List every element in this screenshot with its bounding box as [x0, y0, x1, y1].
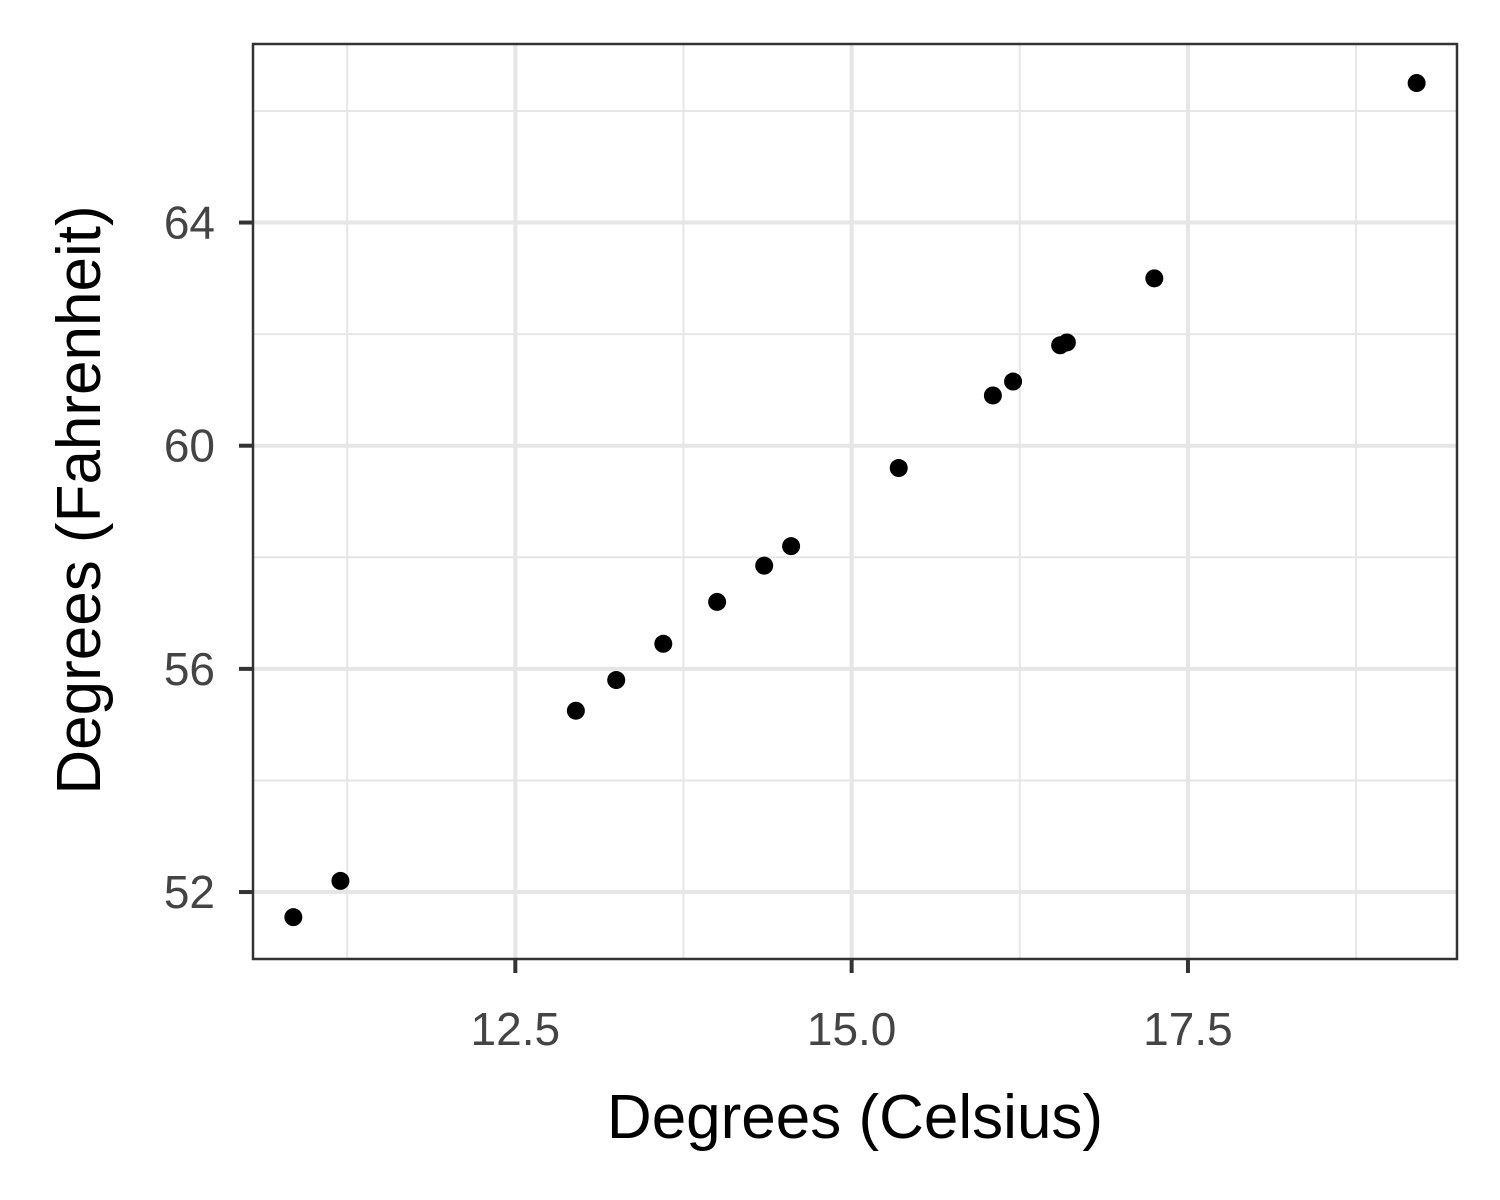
data-points: [284, 74, 1426, 927]
x-tick-label: 12.5: [471, 1003, 561, 1055]
data-point: [284, 908, 303, 927]
x-tick-label: 15.0: [807, 1003, 897, 1055]
data-point: [708, 592, 727, 611]
y-tick-label: 52: [164, 866, 215, 918]
y-tick-label: 56: [164, 643, 215, 695]
data-point: [983, 386, 1002, 405]
data-point: [331, 871, 350, 890]
data-point: [1057, 333, 1076, 352]
data-point: [889, 459, 908, 478]
x-axis-title: Degrees (Celsius): [607, 1083, 1103, 1152]
data-point: [1004, 372, 1023, 391]
data-point: [755, 556, 774, 575]
minor-grid: [253, 44, 1457, 959]
data-point: [1145, 269, 1164, 288]
panel-border: [251, 42, 1459, 961]
x-axis-ticks: 12.5 15.0 17.5: [471, 959, 1233, 1055]
y-tick-label: 60: [164, 420, 215, 472]
major-grid: [253, 44, 1457, 959]
y-axis-title: Degrees (Fahrenheit): [45, 205, 114, 794]
y-tick-label: 64: [164, 197, 215, 249]
data-point: [566, 701, 585, 720]
data-point: [782, 537, 801, 556]
data-point: [607, 671, 626, 690]
y-axis-ticks: 52 56 60 64: [164, 197, 253, 918]
x-tick-label: 17.5: [1143, 1003, 1233, 1055]
data-point: [654, 634, 673, 653]
data-point: [1407, 74, 1426, 93]
